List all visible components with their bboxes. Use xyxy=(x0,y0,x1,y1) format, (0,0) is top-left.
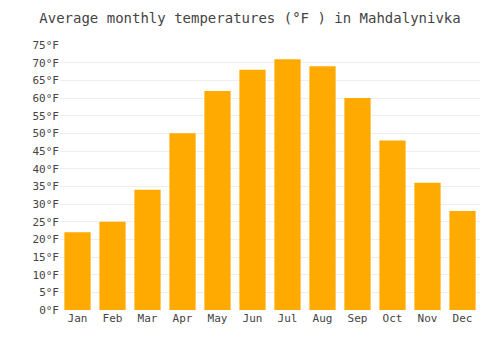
svg-text:Dec: Dec xyxy=(453,312,473,325)
svg-text:Average monthly temperatures (: Average monthly temperatures (°F ) in Ma… xyxy=(39,10,460,26)
svg-text:35°F: 35°F xyxy=(33,180,60,193)
svg-text:10°F: 10°F xyxy=(33,269,60,282)
svg-text:May: May xyxy=(208,312,228,325)
svg-text:Sep: Sep xyxy=(348,312,368,325)
svg-text:0°F: 0°F xyxy=(39,304,59,317)
svg-text:Jul: Jul xyxy=(278,312,298,325)
svg-text:Oct: Oct xyxy=(383,312,403,325)
svg-text:40°F: 40°F xyxy=(33,163,60,176)
svg-text:65°F: 65°F xyxy=(33,74,60,87)
svg-text:75°F: 75°F xyxy=(33,39,60,52)
svg-text:5°F: 5°F xyxy=(39,286,59,299)
svg-text:Mar: Mar xyxy=(138,312,158,325)
svg-text:Jan: Jan xyxy=(68,312,88,325)
svg-text:15°F: 15°F xyxy=(33,251,60,264)
svg-text:60°F: 60°F xyxy=(33,92,60,105)
svg-text:55°F: 55°F xyxy=(33,110,60,123)
svg-text:30°F: 30°F xyxy=(33,198,60,211)
svg-text:70°F: 70°F xyxy=(33,57,60,70)
svg-text:25°F: 25°F xyxy=(33,216,60,229)
svg-text:45°F: 45°F xyxy=(33,145,60,158)
svg-text:Jun: Jun xyxy=(243,312,263,325)
svg-text:Aug: Aug xyxy=(313,312,333,325)
svg-text:Nov: Nov xyxy=(418,312,438,325)
svg-text:Feb: Feb xyxy=(103,312,123,325)
svg-text:50°F: 50°F xyxy=(33,127,60,140)
svg-text:20°F: 20°F xyxy=(33,233,60,246)
svg-text:Apr: Apr xyxy=(173,312,193,325)
